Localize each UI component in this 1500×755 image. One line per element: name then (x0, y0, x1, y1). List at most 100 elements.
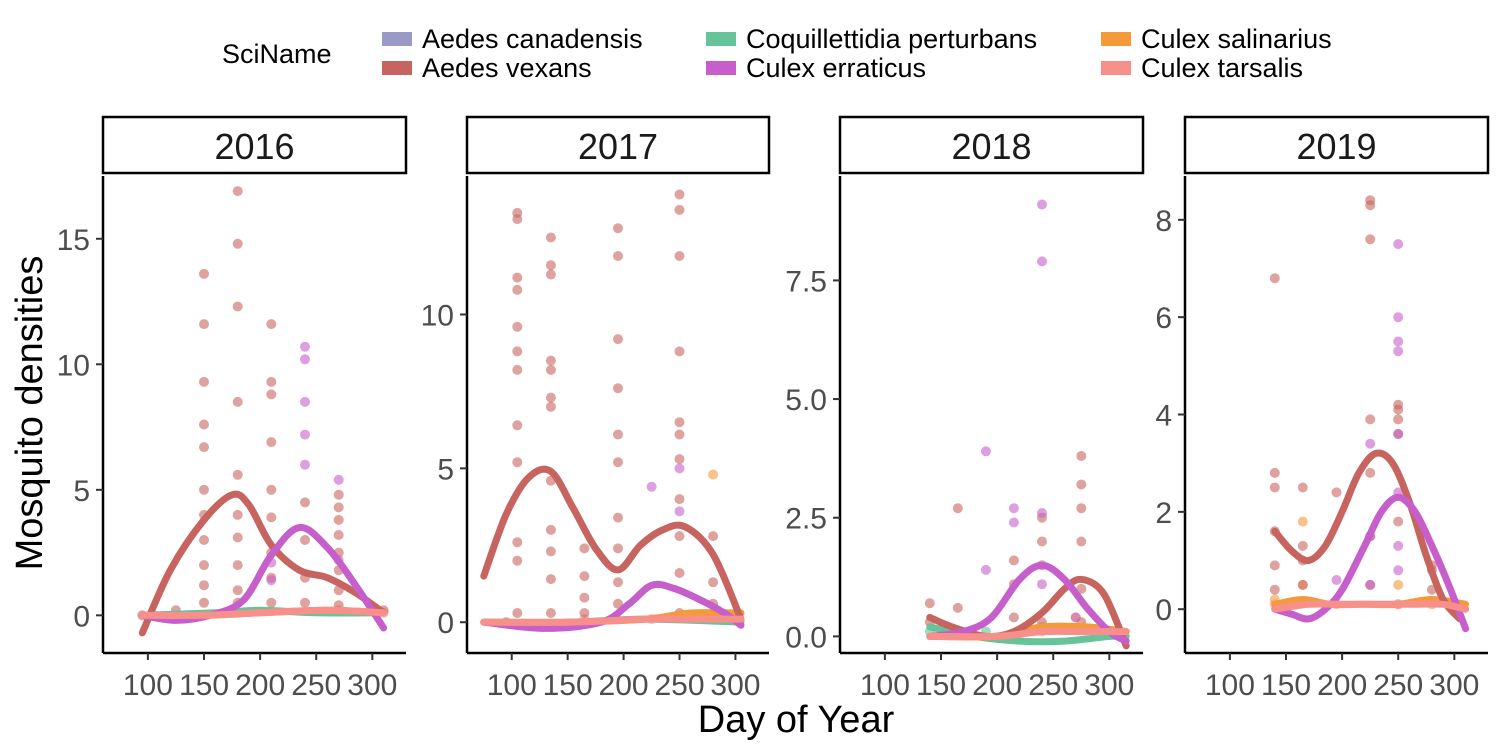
x-tick-label: 300 (1429, 669, 1479, 702)
point-aedes-vexans (545, 546, 556, 557)
point-aedes-vexans (545, 392, 556, 403)
point-culex-erraticus (980, 446, 991, 457)
legend-label-culex-erraticus: Culex erraticus (746, 53, 926, 83)
curve-culex-erraticus (1271, 493, 1470, 633)
point-aedes-vexans (512, 346, 523, 357)
point-aedes-vexans (512, 457, 523, 468)
y-tick-label: 5 (437, 453, 454, 486)
legend-key-culex-salinarius (1101, 32, 1131, 46)
point-culex-erraticus (300, 354, 310, 365)
x-tick-label: 150 (543, 669, 593, 702)
point-culex-salinarius (1297, 516, 1308, 527)
point-aedes-vexans (1297, 482, 1308, 493)
point-aedes-vexans (199, 535, 209, 545)
point-aedes-vexans (232, 509, 243, 520)
legend-label-coquillettidia-perturbans: Coquillettidia perturbans (746, 24, 1037, 54)
y-axis-label: Mosquito densities (9, 256, 51, 571)
legend-key-culex-erraticus (706, 61, 736, 75)
point-aedes-vexans (1076, 479, 1087, 490)
points-layer (1269, 195, 1437, 610)
point-aedes-vexans (952, 602, 963, 613)
point-culex-erraticus (674, 463, 685, 474)
y-tick-label: 15 (57, 224, 90, 257)
point-aedes-vexans (512, 608, 523, 618)
point-aedes-vexans (674, 531, 685, 542)
curves-layer (138, 490, 388, 637)
point-aedes-vexans (674, 429, 685, 440)
point-aedes-vexans (545, 574, 556, 585)
y-tick-label: 0 (1155, 594, 1172, 627)
facet-title: 2018 (951, 126, 1031, 167)
point-culex-erraticus (1393, 540, 1404, 551)
point-aedes-vexans (512, 420, 523, 431)
legend-item-culex-erraticus: Culex erraticus (706, 53, 926, 83)
point-culex-erraticus (300, 429, 310, 440)
legend-key-aedes-vexans (382, 61, 412, 75)
legend-item-culex-salinarius: Culex salinarius (1101, 24, 1332, 54)
legend-item-culex-tarsalis: Culex tarsalis (1101, 53, 1303, 83)
point-aedes-vexans (512, 284, 523, 295)
point-culex-erraticus (300, 341, 310, 352)
point-culex-erraticus (333, 474, 344, 485)
point-aedes-vexans (579, 571, 590, 582)
x-tick-label: 250 (654, 669, 704, 702)
curve-culex-erraticus (480, 580, 745, 632)
point-aedes-vexans (1008, 612, 1019, 623)
y-tick-label: 7.5 (785, 265, 827, 298)
point-aedes-vexans (333, 502, 344, 513)
point-aedes-vexans (333, 514, 344, 525)
x-tick-label: 200 (972, 669, 1022, 702)
point-culex-erraticus (1393, 336, 1404, 347)
point-culex-erraticus (1393, 239, 1404, 250)
y-tick-label: 0 (437, 607, 454, 640)
point-aedes-vexans (579, 608, 590, 618)
facet-strip (838, 115, 1145, 175)
point-aedes-vexans (1331, 487, 1342, 498)
point-aedes-vexans (545, 401, 556, 412)
point-aedes-vexans (199, 268, 209, 279)
x-tick-label: 200 (1317, 669, 1367, 702)
curve-culex-tarsalis (926, 627, 1130, 641)
point-aedes-vexans (545, 232, 556, 243)
point-aedes-vexans (300, 597, 310, 608)
point-aedes-vexans (1076, 583, 1087, 594)
legend-title: SciName (222, 39, 332, 69)
x-tick-label: 250 (1028, 669, 1078, 702)
point-culex-erraticus (674, 506, 685, 517)
x-tick-label: 150 (916, 669, 966, 702)
point-aedes-vexans (674, 204, 685, 215)
curve-culex-erraticus (138, 523, 388, 632)
point-culex-erraticus (300, 396, 310, 407)
point-aedes-vexans (952, 503, 963, 514)
legend-item-aedes-vexans: Aedes vexans (382, 53, 592, 83)
legend-label-culex-tarsalis: Culex tarsalis (1141, 53, 1303, 83)
point-aedes-vexans (333, 489, 344, 500)
point-aedes-vexans (232, 238, 243, 249)
facet-strip (101, 115, 408, 175)
point-aedes-vexans (512, 364, 523, 375)
point-aedes-vexans (266, 512, 277, 523)
legend-item-coquillettidia-perturbans: Coquillettidia perturbans (706, 24, 1037, 54)
point-aedes-vexans (199, 560, 209, 571)
x-tick-label: 100 (1205, 669, 1255, 702)
x-tick-label: 150 (1261, 669, 1311, 702)
point-aedes-vexans (1297, 579, 1308, 590)
point-culex-salinarius (708, 469, 719, 480)
legend-item-aedes-canadensis: Aedes canadensis (382, 24, 643, 54)
y-tick-label: 2.5 (785, 503, 827, 536)
panel-2017: 2017 0 5 10 100 150 200 250 300 (421, 115, 771, 702)
point-aedes-vexans (266, 319, 277, 330)
point-culex-erraticus (1393, 565, 1404, 576)
point-aedes-vexans (232, 560, 243, 571)
point-aedes-vexans (545, 364, 556, 375)
point-aedes-vexans (1269, 560, 1280, 571)
point-aedes-vexans (545, 269, 556, 280)
y-tick-label: 0 (73, 600, 90, 633)
point-aedes-vexans (199, 376, 209, 387)
point-aedes-vexans (924, 598, 935, 609)
point-culex-erraticus (1037, 508, 1047, 518)
curve-aedes-vexans (1271, 449, 1464, 623)
point-culex-salinarius (1393, 579, 1404, 590)
